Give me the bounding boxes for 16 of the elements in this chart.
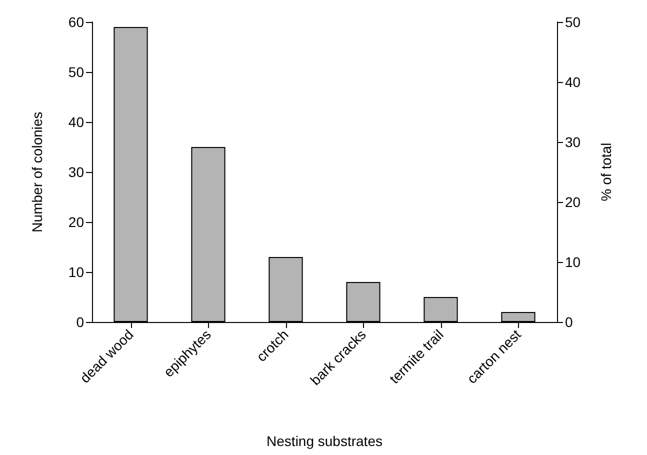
y-tick-label: 60 <box>68 14 84 30</box>
y2-tick-label: 40 <box>565 74 581 90</box>
y-tick-label: 0 <box>76 314 84 330</box>
y2-tick-label: 10 <box>565 254 581 270</box>
y-tick-label: 20 <box>68 214 84 230</box>
y-axis-title: Number of colonies <box>29 112 45 232</box>
y2-tick-label: 0 <box>565 314 573 330</box>
y-tick-label: 30 <box>68 164 84 180</box>
y2-axis-title: % of total <box>598 142 614 202</box>
y2-tick-label: 30 <box>565 134 581 150</box>
y-tick-label: 50 <box>68 64 84 80</box>
x-axis-title: Nesting substrates <box>266 433 382 449</box>
y2-tick-label: 50 <box>565 14 581 30</box>
y-tick-label: 40 <box>68 114 84 130</box>
y2-tick-label: 20 <box>565 194 581 210</box>
y-tick-label: 10 <box>68 264 84 280</box>
